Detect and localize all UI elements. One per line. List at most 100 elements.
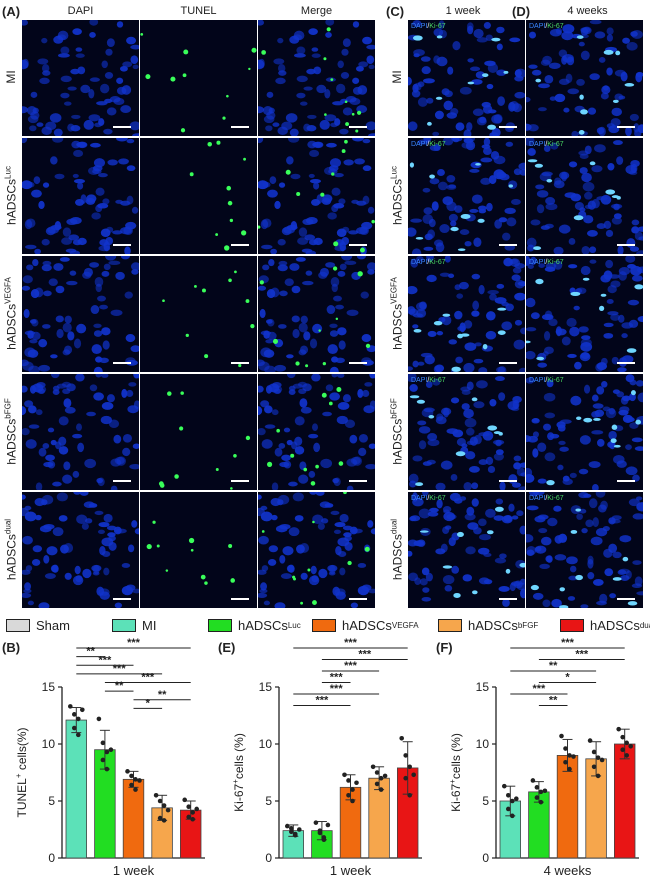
data-point [403,753,408,758]
data-point [346,793,351,798]
data-point [104,766,110,772]
data-point [125,769,130,774]
data-point [186,804,191,809]
data-point [374,770,380,775]
y-axis-label-superscript: + [231,779,240,784]
row-label-base: MI [4,70,18,84]
ki67-stain-label: DAPI/Ki-67 [411,141,446,148]
significance-label: *** [113,663,127,675]
stain-dapi-label: DAPI [529,377,546,384]
stain-ki67-label: Ki-67 [547,23,564,30]
y-axis-label-tail: cells (%) [232,733,246,779]
y-axis-label-tail: cells(%) [15,727,29,773]
stain-ki67-label: Ki-67 [547,259,564,266]
legend-label-superscript: Luc [287,621,301,630]
legend-label-superscript: dual [639,621,650,630]
y-tick-label: 5 [265,794,272,808]
panel-letter-c: (C) [386,4,405,19]
panel-letter-b: (B) [2,640,21,655]
data-point [542,788,548,794]
stain-dapi-label: DAPI [411,23,428,30]
row-label-a-3: hADSCsbFGF [4,374,19,490]
data-point [190,810,195,815]
scale-bar [617,480,635,482]
row-label-a-4: hADSCsdual [4,492,19,608]
scale-bar [231,126,249,128]
row-label-superscript: bFGF [389,398,399,419]
ki67-stain-label: DAPI/Ki-67 [411,259,446,266]
stain-dapi-label: DAPI [411,377,428,384]
legend-label: hADSCs [342,618,392,633]
row-label-superscript: dual [389,518,399,535]
data-point [506,806,511,812]
scale-bar [499,244,517,246]
ki67-micrograph: DAPI/Ki-67 [526,138,643,254]
x-axis-label: 4 weeks [544,863,592,878]
data-point [502,783,507,789]
significance-label: *** [330,672,344,684]
data-point [342,772,347,778]
ki67-micrograph: DAPI/Ki-67 [526,20,643,136]
data-point [530,778,536,783]
data-point [595,755,601,760]
column-title-dapi: DAPI [67,5,94,17]
scale-bar [499,126,517,128]
stain-ki67-label: Ki-67 [547,377,564,384]
row-label-cd-4: hADSCsdual [390,492,405,608]
y-axis-label: Ki-67+cells (%) [448,733,463,812]
data-point [68,704,73,709]
ki67-stain-label: DAPI/Ki-67 [411,377,446,384]
row-label-base: hADSCs [4,534,19,581]
data-point [289,826,294,831]
y-tick-label: 15 [259,680,273,694]
significance-label: * [146,697,151,709]
data-point [403,775,408,781]
row-label-cd-2: hADSCsVEGFA [390,256,405,372]
data-point [194,806,199,812]
data-point [534,785,540,790]
merge-micrograph [258,492,375,608]
x-axis-label: 1 week [113,863,155,878]
bar-VEGFA [122,778,145,859]
data-point [129,782,134,788]
row-label-base: MI [390,70,404,84]
row-label-superscript: Luc [3,166,13,179]
scale-bar [231,480,249,482]
row-label-base: hADSCs [390,178,405,225]
stain-dapi-label: DAPI [411,495,428,502]
stain-ki67-label: Ki-67 [429,141,446,148]
legend-swatch [312,619,336,632]
data-point [407,793,412,798]
data-point [514,796,519,802]
data-point [378,775,384,781]
data-point [616,726,621,732]
y-axis-label: Ki-67+cells (%) [231,733,246,812]
significance-label: *** [344,637,358,649]
stain-dapi-label: DAPI [529,23,546,30]
stain-dapi-label: DAPI [411,141,428,148]
legend-swatch [438,619,462,632]
merge-micrograph [258,256,375,372]
row-label-base: hADSCs [4,418,19,465]
row-label-base: hADSCs [390,303,405,350]
data-point [76,732,81,738]
tunel-micrograph [140,138,257,254]
data-point [620,747,625,752]
tunel-micrograph [140,256,257,372]
y-tick-label: 15 [476,680,490,694]
y-axis-label-tail: cells (%) [449,733,463,779]
data-point [289,829,294,835]
column-title-1-week: 1 week [445,5,481,17]
stain-separator: / [545,259,548,266]
ki67-stain-label: DAPI/Ki-67 [529,377,564,384]
data-point [80,707,85,713]
legend-swatch [112,619,136,632]
ki67-stain-label: DAPI/Ki-67 [411,495,446,502]
legend-label: hADSCs [238,618,288,633]
column-title-tunel: TUNEL [180,5,217,17]
legend-item-0: Sham [6,618,70,633]
data-point [382,773,388,779]
data-point [563,746,568,751]
legend-label: hADSCs [590,618,640,633]
